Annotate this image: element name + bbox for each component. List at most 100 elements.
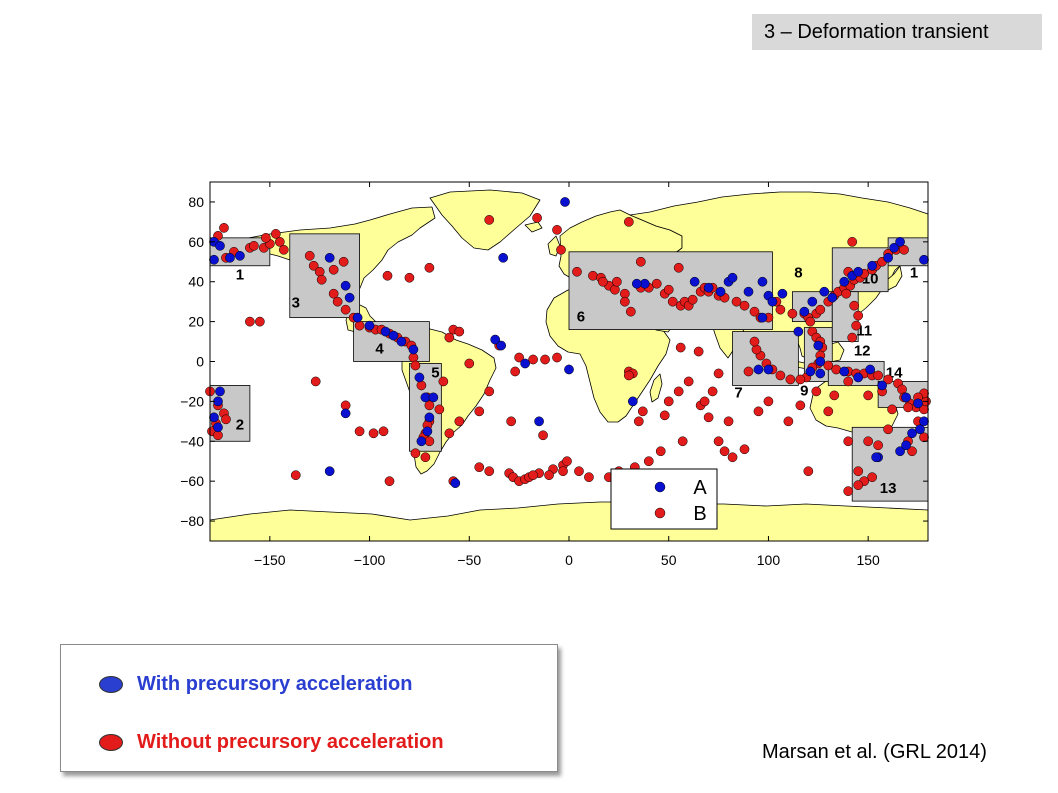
quake-with-precursor [416,436,427,447]
quake-without-precursor [304,250,315,261]
quake-with-precursor [727,272,738,283]
quake-without-precursor [420,452,431,463]
quake-without-precursor [556,244,566,255]
quake-without-precursor [338,256,349,267]
quake-without-precursor [532,213,542,223]
island-madagascar [649,373,663,403]
quake-without-precursor [464,358,475,369]
quake-with-precursor [396,336,407,347]
quake-with-precursor [763,364,774,375]
quake-with-precursor [380,326,391,337]
quake-with-precursor [490,334,501,345]
quake-with-precursor [215,240,225,251]
quake-without-precursor [829,390,840,401]
quake-without-precursor [260,232,271,243]
quake-with-precursor [767,296,778,307]
quake-without-precursor [707,386,718,397]
quake-without-precursor [763,396,774,407]
quake-without-precursor [847,236,858,247]
quake-with-precursor [915,424,925,435]
x-tick-label: 150 [856,552,880,568]
quake-with-precursor [919,416,929,427]
quake-without-precursor [484,466,495,477]
quake-with-precursor [520,358,530,369]
quake-without-precursor [619,296,630,307]
legend-with-label: With precursory acceleration [137,673,413,695]
quake-without-precursor [843,436,854,447]
quake-without-precursor [643,456,654,467]
y-tick-label: −20 [180,393,204,409]
quake-without-precursor [245,316,255,327]
quake-with-precursor [450,478,461,489]
quake-with-precursor [895,446,905,457]
quake-with-precursor [753,364,764,375]
quake-with-precursor [340,280,351,291]
quake-with-precursor [422,426,433,437]
quake-without-precursor [805,316,816,327]
quake-with-precursor [827,292,838,303]
quake-with-precursor [743,286,754,297]
region-label-7: 7 [734,384,742,401]
inset-legend-label-b: B [693,503,706,525]
quake-without-precursor [623,217,634,227]
quake-without-precursor [823,360,834,371]
quake-with-precursor [883,252,893,263]
quake-without-precursor [274,236,285,247]
quake-without-precursor [903,402,913,413]
quake-with-precursor [703,282,714,293]
quake-with-precursor [839,276,850,287]
y-tick-label: 0 [196,354,204,370]
quake-with-precursor [564,364,574,375]
region-label-1: 1 [236,267,244,284]
quake-with-precursor [901,392,911,403]
quake-without-precursor [474,406,485,417]
quake-without-precursor [843,486,854,496]
quake-with-precursor [901,440,911,451]
region-label-2: 2 [236,416,244,433]
quake-with-precursor [919,254,929,265]
quake-without-precursor [811,386,822,397]
quake-without-precursor [753,406,764,417]
quake-without-precursor [255,316,265,327]
quake-with-precursor [560,197,570,207]
quake-with-precursor [807,296,818,307]
earthquake-markers-layer [205,197,931,496]
quake-without-precursor [510,366,520,377]
blue-dot-icon [99,676,123,693]
region-label-12: 12 [854,343,871,360]
region-label-13: 13 [880,480,897,497]
quake-without-precursor [558,466,568,477]
quake-with-precursor [913,398,923,409]
quake-with-precursor [799,306,810,317]
quake-without-precursor [612,276,622,287]
quake-with-precursor [498,252,509,263]
quake-without-precursor [354,320,365,331]
quake-without-precursor [424,400,435,411]
quake-without-precursor [703,412,714,423]
quake-without-precursor [574,466,584,477]
quake-with-precursor [627,396,638,407]
quake-without-precursor [221,414,231,425]
x-tick-label: 50 [661,552,677,568]
quake-without-precursor [552,352,562,363]
quake-with-precursor [813,340,824,351]
region-box-3 [289,233,360,319]
quake-without-precursor [849,300,860,311]
quake-without-precursor [538,430,548,441]
quake-without-precursor [514,352,524,363]
quake-with-precursor [815,356,826,367]
quake-without-precursor [739,300,750,311]
quake-without-precursor [424,262,435,273]
quake-with-precursor [352,312,363,323]
quake-with-precursor [907,428,917,439]
quake-without-precursor [623,370,634,381]
quake-without-precursor [544,470,554,481]
red-dot-icon [99,734,123,751]
quake-without-precursor [739,444,750,455]
quake-without-precursor [454,326,465,337]
quake-without-precursor [552,225,562,235]
x-tick-label: −100 [354,552,386,568]
quake-without-precursor [598,276,608,287]
quake-without-precursor [378,426,389,437]
